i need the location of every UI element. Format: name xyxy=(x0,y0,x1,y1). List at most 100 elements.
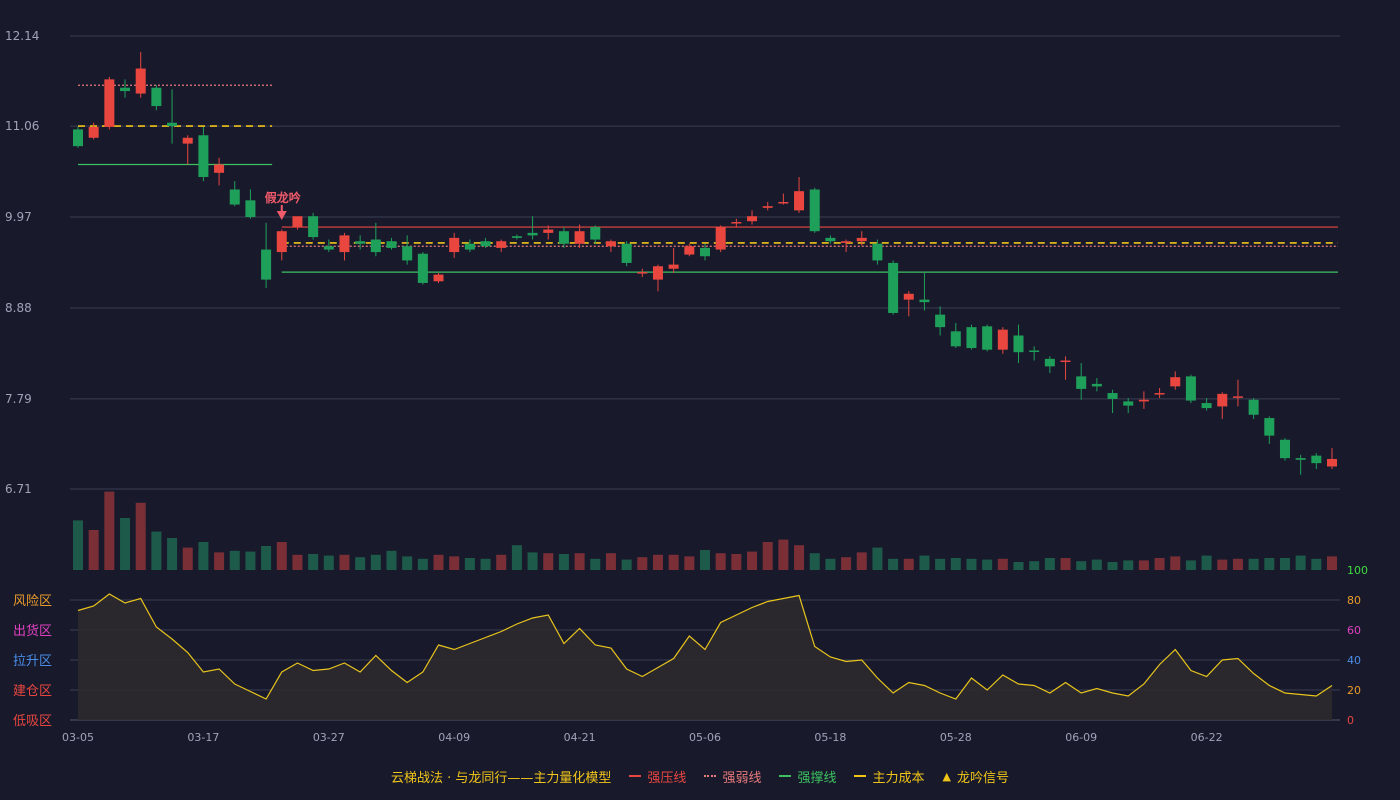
candle-body xyxy=(214,164,225,173)
volume-bar xyxy=(402,556,413,570)
legend-signal-label: 龙吟信号 xyxy=(956,770,1009,786)
oscillator-area xyxy=(78,594,1332,720)
osc-tick-label: 100 xyxy=(1347,564,1368,577)
candle-body xyxy=(731,222,742,224)
candle-body xyxy=(652,266,663,280)
candle-body xyxy=(1232,396,1243,398)
candle-body xyxy=(1248,399,1259,415)
volume-bar xyxy=(386,550,397,570)
osc-tick-label: 20 xyxy=(1347,684,1361,697)
candle-body xyxy=(543,229,554,233)
candle-body xyxy=(747,216,758,222)
candle-body xyxy=(1311,455,1322,464)
candle-body xyxy=(778,202,789,204)
volume-bar xyxy=(323,555,334,570)
candle-body xyxy=(1154,393,1165,395)
volume-bar xyxy=(308,554,319,570)
zone-label: 低吸区 xyxy=(13,714,52,729)
osc-tick-label: 40 xyxy=(1347,654,1361,667)
candle-body xyxy=(496,241,507,248)
candle-body xyxy=(229,189,240,205)
volume-bar xyxy=(1201,555,1212,570)
volume-bar xyxy=(511,545,522,570)
volume-bar xyxy=(950,558,961,570)
volume-bar xyxy=(543,553,554,570)
volume-bar xyxy=(1044,558,1055,570)
candle-body xyxy=(762,206,773,208)
volume-bar xyxy=(1060,558,1071,570)
candle-body xyxy=(903,293,914,300)
price-tick-label: 11.06 xyxy=(5,119,39,133)
candle-body xyxy=(856,237,867,242)
candle-body xyxy=(919,299,930,303)
volume-bar xyxy=(1154,558,1165,570)
volume-bar xyxy=(151,531,162,570)
volume-bar xyxy=(120,518,131,570)
candle-body xyxy=(684,246,695,255)
volume-bar xyxy=(339,554,350,570)
volume-bar xyxy=(480,558,491,570)
legend-title: 云梯战法 · 与龙同行——主力量化模型 xyxy=(391,767,611,786)
candle-body xyxy=(1029,350,1040,353)
signal-label: 假龙吟 xyxy=(265,190,301,205)
volume-bar xyxy=(496,554,507,570)
volume-bar xyxy=(825,558,836,570)
triangle-icon: ▲ xyxy=(942,769,951,783)
candle-body xyxy=(433,274,444,282)
candle-body xyxy=(292,216,303,228)
volume-bar xyxy=(1217,559,1228,570)
candle-body xyxy=(809,189,820,232)
price-tick-label: 7.79 xyxy=(5,392,32,406)
legend-item-signal[interactable]: ▲ 龙吟信号 xyxy=(942,767,1008,786)
legend-item-pressure[interactable]: 强压线 xyxy=(629,767,686,786)
candle-body xyxy=(120,87,131,92)
candle-body xyxy=(841,241,852,243)
volume-bar xyxy=(261,546,272,570)
candle-body xyxy=(872,243,883,261)
volume-bar xyxy=(1248,558,1259,570)
volume-bar xyxy=(527,552,538,570)
candle-body xyxy=(449,237,460,253)
dragon-signal: 假龙吟 xyxy=(265,190,301,221)
legend-item-support[interactable]: 强撑线 xyxy=(779,767,836,786)
candle-body xyxy=(621,243,632,263)
candle-body xyxy=(1217,393,1228,407)
candle-body xyxy=(480,241,491,247)
candle-body xyxy=(308,216,319,238)
candle-body xyxy=(605,241,616,247)
candle-body xyxy=(1264,418,1275,436)
candle-body xyxy=(88,126,99,138)
volume-bar xyxy=(935,558,946,570)
volume-bar xyxy=(731,554,742,570)
volume-bar xyxy=(104,491,115,570)
date-tick-label: 03-17 xyxy=(187,731,219,744)
candle-body xyxy=(182,137,193,144)
volume-bar xyxy=(605,553,616,570)
level-lines xyxy=(78,84,1338,273)
legend-item-weak[interactable]: 强弱线 xyxy=(704,767,761,786)
candle-body xyxy=(1138,399,1149,402)
volume-bar xyxy=(88,530,99,570)
candle-body xyxy=(73,129,83,147)
volume-bar xyxy=(135,502,146,570)
volume-bar xyxy=(73,520,83,570)
legend-item-cost[interactable]: 主力成本 xyxy=(854,767,924,786)
volume-bar xyxy=(1279,558,1290,570)
volume-bar xyxy=(700,550,710,570)
volume-bar xyxy=(214,552,225,570)
oscillator-axis: 100 80 60 40 20 0 xyxy=(1347,564,1368,727)
candle-body xyxy=(276,231,287,253)
zone-label: 建仓区 xyxy=(13,684,52,699)
date-tick-label: 04-09 xyxy=(438,731,470,744)
volume-bar xyxy=(229,550,240,570)
candle-body xyxy=(323,246,334,250)
candle-body xyxy=(637,272,648,274)
candle-body xyxy=(590,227,601,240)
oscillator-line xyxy=(77,593,1333,700)
candle-body xyxy=(511,236,522,238)
legend-support-label: 强撑线 xyxy=(797,770,837,786)
volume-bar xyxy=(997,558,1008,570)
zone-label: 风险区 xyxy=(13,594,52,609)
volume-bar xyxy=(1091,559,1102,570)
